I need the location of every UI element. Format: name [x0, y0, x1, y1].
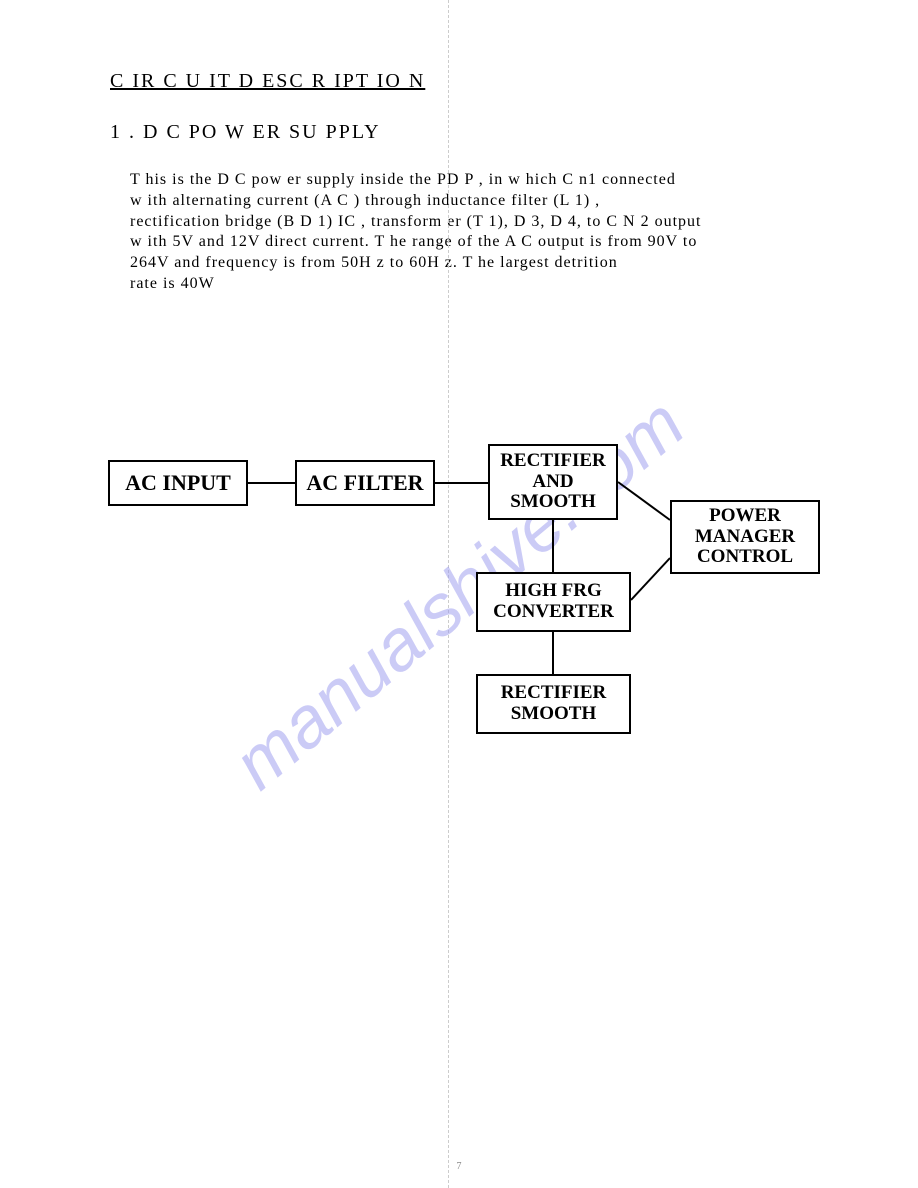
body-paragraph: T his is the D C pow er supply inside th…	[130, 170, 818, 295]
page-title: C IR C U IT D ESC R IPT IO N	[110, 70, 818, 93]
diagram-node-label: AC INPUT	[125, 471, 231, 495]
page-number: 7	[457, 1161, 462, 1172]
diagram-node-rectifier_smooth_top: RECTIFIER AND SMOOTH	[488, 444, 618, 520]
diagram-node-high_frg: HIGH FRG CONVERTER	[476, 572, 631, 632]
connector-line	[631, 558, 670, 600]
diagram-node-label: POWER MANAGER CONTROL	[695, 506, 795, 569]
diagram-node-ac_filter: AC FILTER	[295, 460, 435, 506]
diagram-node-label: AC FILTER	[306, 471, 423, 495]
block-diagram: AC INPUT AC FILTER RECTIFIER AND SMOOTH HIG…	[100, 440, 850, 790]
diagram-node-label: RECTIFIER AND SMOOTH	[500, 451, 606, 514]
diagram-node-rectifier_smooth_bottom: RECTIFIER SMOOTH	[476, 674, 631, 734]
diagram-node-ac_input: AC INPUT	[108, 460, 248, 506]
section-heading: 1 . D C PO W ER SU PPLY	[110, 121, 818, 144]
connector-line	[618, 482, 670, 520]
diagram-node-label: HIGH FRG CONVERTER	[493, 581, 614, 623]
diagram-node-label: RECTIFIER SMOOTH	[501, 683, 607, 725]
diagram-node-power_manager: POWER MANAGER CONTROL	[670, 500, 820, 574]
document-page: manualshive.com C IR C U IT D ESC R IPT …	[0, 0, 918, 1188]
